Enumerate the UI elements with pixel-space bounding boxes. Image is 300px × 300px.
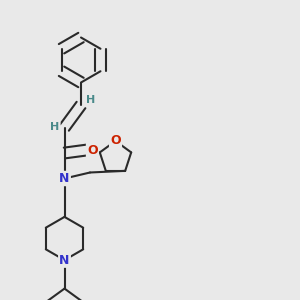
Text: H: H: [86, 94, 95, 105]
Text: N: N: [59, 254, 70, 267]
Text: H: H: [50, 122, 59, 133]
Text: O: O: [87, 143, 98, 157]
Text: N: N: [59, 172, 70, 185]
Text: O: O: [110, 134, 121, 148]
